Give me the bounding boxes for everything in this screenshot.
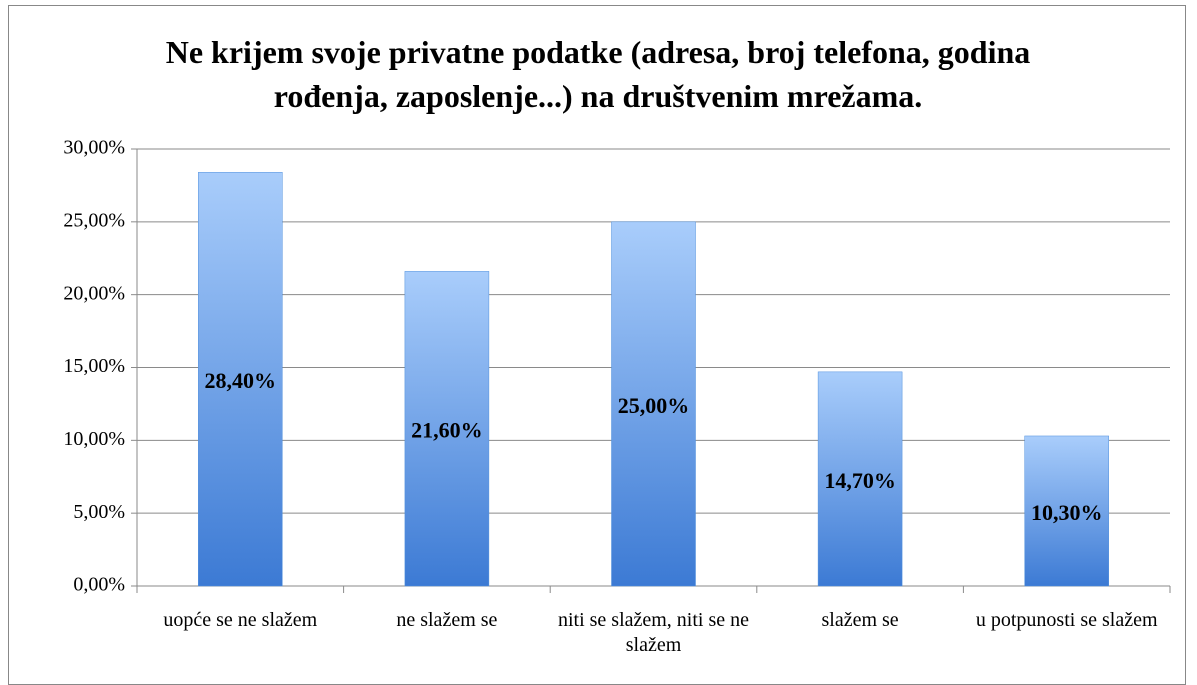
x-tick-label: ne slažem se: [396, 609, 498, 631]
data-label: 25,00%: [618, 393, 690, 418]
bar: [611, 221, 696, 587]
y-tick-label: 30,00%: [63, 137, 125, 159]
y-tick-label: 10,00%: [63, 428, 125, 450]
bar: [1024, 435, 1109, 587]
bar: [404, 271, 490, 587]
y-tick-label: 5,00%: [73, 501, 125, 523]
x-tick-label: niti se slažem, niti se ne slažem: [557, 609, 750, 656]
chart-title: Ne krijem svoje privatne podatke (adresa…: [165, 34, 1031, 114]
bar: [817, 371, 903, 587]
data-label: 10,30%: [1031, 500, 1103, 525]
y-tick-label: 15,00%: [63, 355, 125, 377]
y-tick-label: 20,00%: [63, 282, 125, 304]
x-tick-label: u potpunosti se slažem: [975, 609, 1158, 631]
y-tick-label: 0,00%: [73, 574, 125, 596]
data-label: 28,40%: [205, 368, 277, 393]
bar: [198, 172, 283, 587]
x-tick-label: slažem se: [821, 609, 899, 631]
y-tick-label: 25,00%: [63, 209, 125, 231]
data-label: 21,60%: [411, 418, 483, 443]
x-tick-label: uopće se ne slažem: [163, 609, 318, 631]
data-label: 14,70%: [824, 468, 896, 493]
